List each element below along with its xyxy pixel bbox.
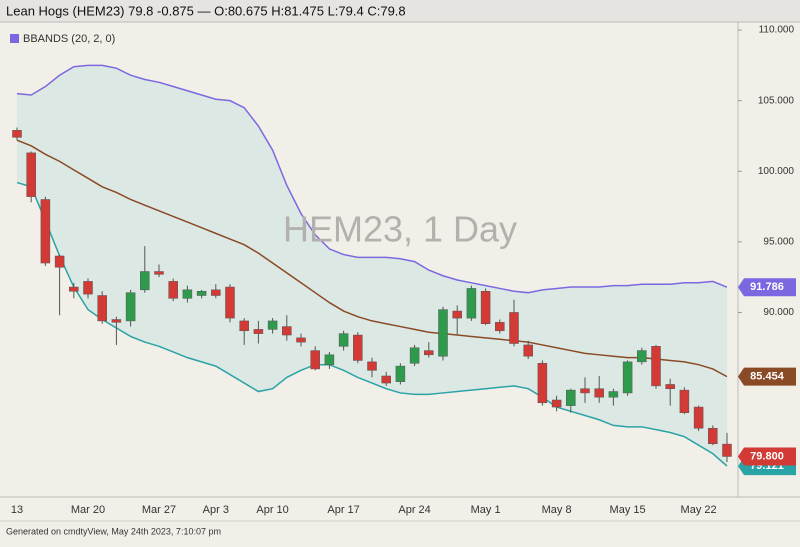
candle-body — [239, 320, 249, 332]
price-badge-label: 79.800 — [750, 450, 784, 462]
band-line — [16, 64, 728, 294]
y-tick-label: 100.000 — [758, 166, 795, 177]
candle-body — [111, 319, 122, 323]
price-badge — [738, 278, 796, 297]
x-tick-label: May 15 — [610, 504, 646, 516]
candle-body — [267, 320, 278, 330]
candle-body — [367, 361, 377, 371]
candle-body — [608, 391, 619, 398]
x-tick-label: Apr 3 — [203, 504, 229, 516]
candle-body — [69, 286, 79, 292]
candle-body — [679, 389, 690, 413]
y-tick-label: 90.000 — [763, 307, 794, 318]
band-line — [16, 139, 728, 378]
candle-body — [566, 389, 576, 406]
candle-body — [523, 344, 533, 357]
candle-body — [196, 291, 207, 296]
x-tick-label: Mar 27 — [142, 504, 176, 516]
candle-body — [466, 288, 477, 319]
price-badge — [738, 447, 796, 466]
candle-body — [409, 347, 420, 364]
candle-body — [637, 350, 647, 363]
candle-body — [722, 443, 732, 457]
x-tick-label: Apr 24 — [398, 504, 430, 516]
header-bar — [0, 0, 800, 22]
candle-body — [438, 309, 448, 357]
candle-body — [282, 326, 292, 336]
candle-body — [168, 281, 178, 299]
band-line — [16, 181, 728, 467]
band-fill — [17, 65, 727, 467]
candle-body — [40, 199, 51, 264]
x-tick-label: 13 — [11, 504, 23, 516]
x-tick-label: May 22 — [681, 504, 717, 516]
candle-body — [665, 384, 675, 389]
candle-body — [551, 399, 562, 408]
x-tick-label: Apr 17 — [327, 504, 359, 516]
plot-area — [12, 64, 732, 467]
x-tick-label: May 8 — [542, 504, 572, 516]
candle-body — [26, 152, 36, 197]
x-tick-label: Apr 10 — [256, 504, 288, 516]
candle-body — [381, 375, 391, 384]
footer-text: Generated on cmdtyView, May 24th 2023, 7… — [6, 526, 221, 536]
header-title: Lean Hogs (HEM23) 79.8 -0.875 — O:80.675… — [6, 3, 406, 18]
x-tick-label: Mar 20 — [71, 504, 105, 516]
candle-body — [211, 289, 221, 296]
candle-body — [452, 310, 462, 319]
candle-body — [509, 312, 519, 344]
price-badge-label: 85.454 — [750, 371, 785, 383]
candle-body — [338, 333, 349, 347]
x-tick-label: May 1 — [471, 504, 501, 516]
candle-body — [83, 281, 93, 295]
candle-body — [594, 388, 604, 398]
candle-body — [296, 337, 306, 343]
price-badge — [738, 367, 796, 386]
watermark: HEM23, 1 Day — [283, 209, 517, 250]
candle-body — [480, 291, 491, 324]
candle-body — [424, 350, 434, 356]
legend-label: BBANDS (20, 2, 0) — [23, 33, 115, 45]
y-tick-label: 105.000 — [758, 95, 795, 106]
candle-body — [253, 329, 264, 334]
candle-body — [154, 271, 164, 275]
candle-body — [125, 292, 136, 322]
legend-swatch — [10, 34, 19, 43]
price-badge-label: 91.786 — [750, 281, 784, 293]
candle-body — [537, 363, 548, 404]
candle-body — [622, 361, 633, 394]
candle-body — [324, 354, 335, 365]
candle-body — [97, 295, 107, 322]
candle-body — [225, 286, 235, 319]
candle-body — [693, 406, 704, 429]
candle-body — [495, 322, 505, 332]
candle-body — [12, 130, 22, 138]
candle-body — [310, 350, 320, 370]
y-tick-label: 95.000 — [763, 236, 794, 247]
candle-body — [140, 271, 150, 291]
y-tick-label: 110.000 — [759, 25, 795, 36]
candle-body — [395, 365, 406, 382]
candle-body — [182, 289, 193, 299]
candle-body — [708, 427, 718, 445]
candle-body — [353, 334, 363, 361]
candle-body — [580, 388, 590, 394]
candle-body — [54, 255, 65, 268]
candle-body — [651, 346, 661, 387]
